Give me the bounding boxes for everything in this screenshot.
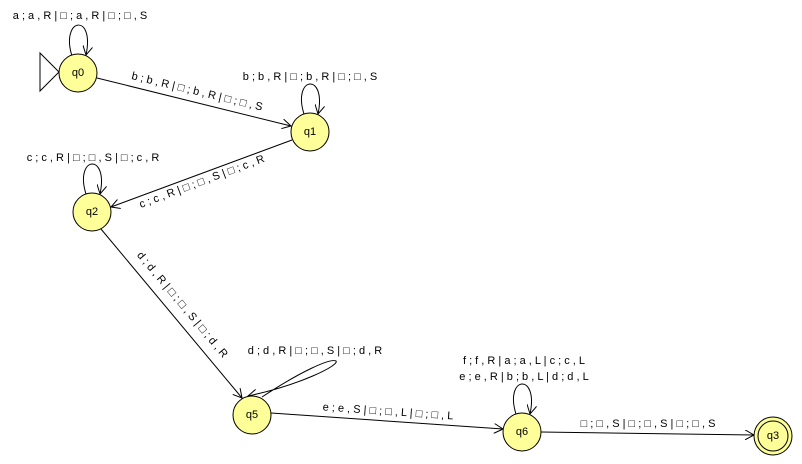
state-label: q1 [304,126,316,138]
edge [96,77,291,126]
edge [301,83,319,114]
final-state [753,416,793,456]
edge-label: d ; d , R | □ ; □ , S | □ ; d , R [134,250,230,361]
edge [513,383,531,414]
edge [100,228,242,398]
edge-label: c ; c , R | □ ; □ , S | □ ; c , R [27,152,160,164]
state-label: q5 [246,409,258,421]
edge [540,432,754,435]
state [58,53,98,93]
state-label: q2 [86,206,98,218]
edge-label: f ; f , R | a ; a , L | c ; c , L [463,355,585,367]
edge [270,412,503,429]
edge [248,360,337,397]
edge-label: □ ; □ , S | □ ; □ , S | □ ; □ , S [581,418,716,430]
edge-label: e ; e , R | b ; b , L | d ; d , L [459,371,588,383]
state-label: q0 [72,67,84,79]
edge-label: a ; a , R | □ ; a , R | □ ; □ , S [13,10,147,22]
state [502,412,542,452]
edge-label: d ; d , R | □ ; □ , S | □ ; d , R [248,345,383,357]
edge-label: e ; e , S | □ ; □ , L | □ ; □ , L [322,401,453,422]
final-ring [757,420,789,452]
start-arrow [39,51,60,93]
edge [111,139,293,207]
state-label: q6 [516,426,528,438]
state-label: q3 [767,430,779,442]
edge [83,163,101,194]
state [232,395,272,435]
edge [69,24,87,57]
edge-label: b ; b , R | □ ; b , R | □ ; □ , S [243,71,377,83]
state [290,112,330,152]
state [72,192,112,232]
